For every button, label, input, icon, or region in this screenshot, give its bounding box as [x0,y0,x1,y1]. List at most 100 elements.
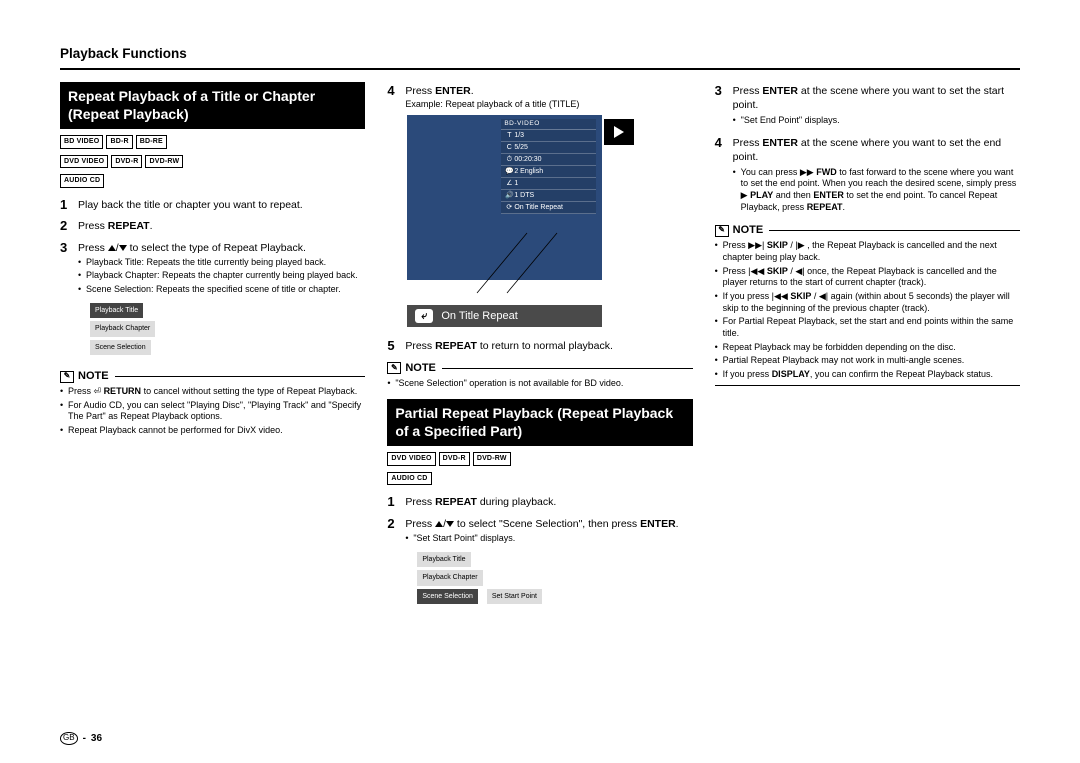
osd-row: 💬2 English [501,166,596,178]
t: Press [405,518,435,530]
menu-item: Playback Chapter [90,321,155,336]
tx: 1 [514,179,518,188]
tx: 5/25 [514,143,528,152]
t: ENTER [762,137,798,149]
t: ENTER [762,85,798,97]
disc-badges-1: BD VIDEO BD-R BD-RE DVD VIDEO DVD-R DVD-… [60,135,365,187]
step-5: 5 Press REPEAT to return to normal playb… [387,337,692,355]
t: Press [405,85,435,97]
osd-info-panel: BD-VIDEO T1/3 C5/25 ⏱00:20:30 💬2 English… [501,119,596,215]
note-header: ✎ NOTE [60,369,365,384]
page-footer: GB - 36 [60,732,102,746]
menu-item-selected: Scene Selection [417,589,478,604]
badge: BD VIDEO [60,135,103,148]
osd-row: 🔊1 DTS [501,190,596,202]
osd-row: ∠1 [501,178,596,190]
li: Partial Repeat Playback may not work in … [715,355,1020,367]
column-3: 3 Press ENTER at the scene where you wan… [715,82,1020,616]
t: . [150,220,153,232]
step-3: 3 Press / to select the type of Repeat P… [60,239,365,364]
callout-text: On Title Repeat [441,309,517,324]
note-label: NOTE [405,361,436,376]
c-step-3: 3 Press ENTER at the scene where you wan… [715,82,1020,130]
down-icon [446,521,454,527]
step-number: 5 [387,337,399,355]
repeat-menu: Playback Title Playback Chapter Scene Se… [90,302,358,357]
li: Repeat Playback cannot be performed for … [60,425,365,437]
t: Press [405,496,435,508]
tx: 1/3 [514,131,524,140]
badge: AUDIO CD [60,174,104,187]
heading-repeat-playback: Repeat Playback of a Title or Chapter (R… [60,82,365,129]
li: Press ⏎ RETURN to cancel without setting… [60,386,365,398]
step-number: 4 [715,134,727,217]
step-number: 3 [715,82,727,130]
note-label: NOTE [78,369,109,384]
t: during playback. [477,496,556,508]
menu-item-side: Set Start Point [487,589,542,604]
li: Press |◀◀ SKIP / ◀| once, the Repeat Pla… [715,266,1020,289]
ic: ⏱ [504,155,514,164]
play-icon [604,119,634,145]
badge: DVD-RW [473,452,511,465]
badge: DVD-RW [145,155,183,168]
badge: AUDIO CD [387,472,431,485]
end-rule [715,385,1020,386]
badge: BD-RE [136,135,167,148]
step-text: Play back the title or chapter you want … [78,196,303,214]
step-number: 1 [60,196,72,214]
note-list-3: Press ▶▶| SKIP / |▶ , the Repeat Playbac… [715,240,1020,381]
osd-header: BD-VIDEO [501,119,596,131]
b-step-1: 1 Press REPEAT during playback. [387,493,692,511]
note-icon: ✎ [387,362,401,374]
li: Repeat Playback may be forbidden dependi… [715,342,1020,354]
step-number: 4 [387,82,399,110]
t: REPEAT [435,496,477,508]
note-label: NOTE [733,223,764,238]
step-2: 2 Press REPEAT. [60,217,365,235]
badge: DVD VIDEO [60,155,108,168]
rule [769,230,1020,231]
b-step-2: 2 Press / to select "Scene Selection", t… [387,515,692,612]
ic: C [504,143,514,152]
li: You can press ▶▶ FWD to fast forward to … [733,167,1020,214]
t: Press [78,242,108,254]
osd-row: ⟳On Title Repeat [501,202,596,214]
li: For Audio CD, you can select "Playing Di… [60,400,365,423]
osd-row: ⏱00:20:30 [501,154,596,166]
li: "Set End Point" displays. [733,115,1020,127]
menu-item: Scene Selection [90,340,151,355]
region-badge: GB [60,732,78,745]
t: . [676,518,679,530]
up-icon [108,245,116,251]
li: Scene Selection: Repeats the specified s… [78,284,358,296]
step-number: 3 [60,239,72,364]
t: ENTER [435,85,471,97]
t: Press [78,220,108,232]
badge: DVD-R [439,452,470,465]
badge: DVD-R [111,155,142,168]
step-number: 2 [387,515,399,612]
tx: 00:20:30 [514,155,541,164]
t: REPEAT [435,340,477,352]
li: "Scene Selection" operation is not avail… [387,378,692,390]
li: "Set Start Point" displays. [405,533,678,545]
t: Press [733,85,763,97]
t: to select the type of Repeat Playback. [127,242,306,254]
t: ENTER [640,518,676,530]
step-number: 1 [387,493,399,511]
note-header: ✎ NOTE [715,223,1020,238]
t: REPEAT [108,220,150,232]
scene-menu: Playback Title Playback Chapter Scene Se… [417,551,678,606]
down-icon [119,245,127,251]
return-icon: ⤶ [415,309,433,323]
ic: ∠ [504,179,514,188]
t: Press [733,137,763,149]
tx: 1 DTS [514,191,534,200]
tx: On Title Repeat [514,203,563,212]
li: If you press DISPLAY, you can confirm th… [715,369,1020,381]
ic: 🔊 [504,191,514,200]
page-title: Playback Functions [60,45,1020,70]
rule [115,376,366,377]
menu-item: Playback Title [417,552,470,567]
